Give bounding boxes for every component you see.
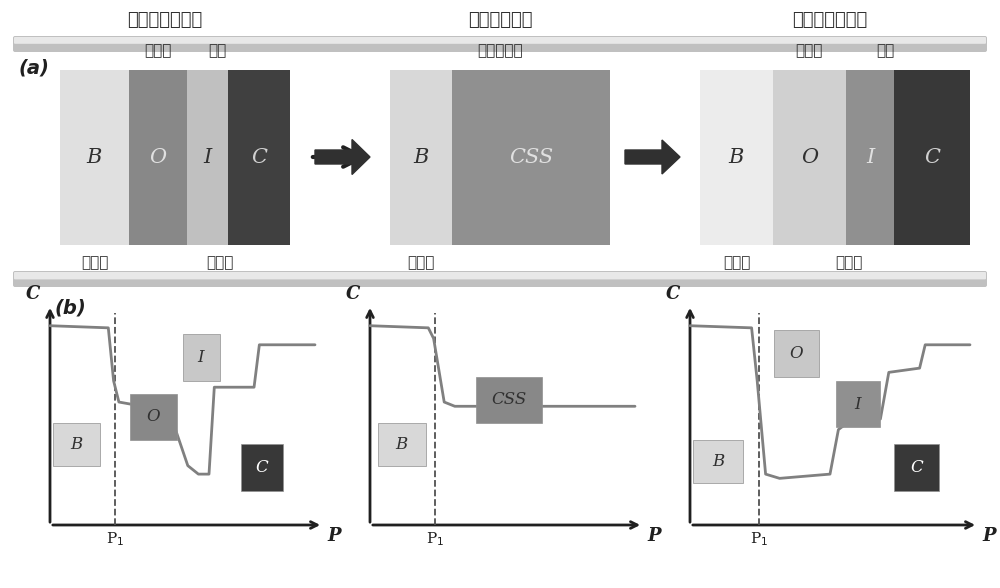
Text: CSS: CSS: [509, 148, 553, 167]
Bar: [894, 70, 970, 245]
Text: C: C: [910, 459, 923, 476]
Bar: [773, 70, 846, 245]
Text: 金属相: 金属相: [723, 255, 750, 270]
Bar: [452, 70, 610, 245]
Text: O: O: [801, 148, 818, 167]
Text: 内环相: 内环相: [835, 255, 862, 270]
Text: 典型环芯相组织: 典型环芯相组织: [127, 11, 203, 29]
Text: B: B: [712, 453, 724, 470]
Bar: [60, 70, 129, 245]
Text: B: B: [87, 148, 102, 167]
Text: I: I: [866, 148, 874, 167]
Text: 外环相: 外环相: [796, 43, 823, 58]
Bar: [182, 334, 220, 381]
Text: C: C: [666, 285, 680, 303]
Text: 正梯度环芯结构: 正梯度环芯结构: [792, 11, 868, 29]
FancyBboxPatch shape: [14, 37, 986, 44]
Text: B: B: [396, 436, 408, 453]
Text: P: P: [647, 527, 660, 545]
Polygon shape: [625, 140, 680, 174]
Text: 金属相: 金属相: [407, 255, 434, 270]
Bar: [846, 70, 894, 245]
Text: (a): (a): [18, 58, 49, 77]
Text: P: P: [327, 527, 340, 545]
Text: CSS: CSS: [492, 392, 527, 409]
Text: B: B: [413, 148, 428, 167]
Text: P$_1$: P$_1$: [106, 530, 124, 547]
Text: 金属相: 金属相: [81, 255, 108, 270]
Text: B: B: [70, 436, 83, 453]
Text: I: I: [198, 349, 204, 366]
Bar: [241, 445, 283, 491]
Bar: [53, 423, 100, 466]
Text: 芯相: 芯相: [876, 43, 894, 58]
Bar: [700, 70, 773, 245]
Text: 无环芯相结构: 无环芯相结构: [468, 11, 532, 29]
Bar: [228, 70, 290, 245]
Text: C: C: [346, 285, 360, 303]
Text: (b): (b): [55, 298, 87, 317]
FancyBboxPatch shape: [13, 271, 987, 287]
Text: C: C: [251, 148, 267, 167]
Bar: [774, 330, 819, 376]
Text: I: I: [203, 148, 211, 167]
Text: 芯相: 芯相: [208, 43, 226, 58]
Bar: [390, 70, 452, 245]
Bar: [129, 70, 186, 245]
Text: C: C: [256, 459, 268, 476]
Text: O: O: [147, 409, 160, 425]
Text: P$_1$: P$_1$: [426, 530, 444, 547]
Bar: [693, 440, 743, 483]
Text: C: C: [26, 285, 40, 303]
Bar: [186, 70, 228, 245]
Polygon shape: [315, 139, 370, 175]
Text: P$_1$: P$_1$: [750, 530, 768, 547]
Text: O: O: [790, 345, 803, 362]
Text: 外环相: 外环相: [144, 43, 171, 58]
Bar: [836, 381, 880, 427]
Text: P: P: [982, 527, 996, 545]
Text: C: C: [924, 148, 940, 167]
Text: 完全固溶体: 完全固溶体: [477, 43, 523, 58]
Text: 内环相: 内环相: [206, 255, 233, 270]
Bar: [130, 393, 177, 440]
Text: B: B: [729, 148, 744, 167]
Bar: [378, 423, 426, 466]
Bar: [894, 445, 939, 491]
Text: I: I: [855, 396, 861, 413]
Text: O: O: [149, 148, 166, 167]
Bar: [476, 376, 542, 423]
FancyBboxPatch shape: [14, 272, 986, 279]
FancyBboxPatch shape: [13, 36, 987, 52]
